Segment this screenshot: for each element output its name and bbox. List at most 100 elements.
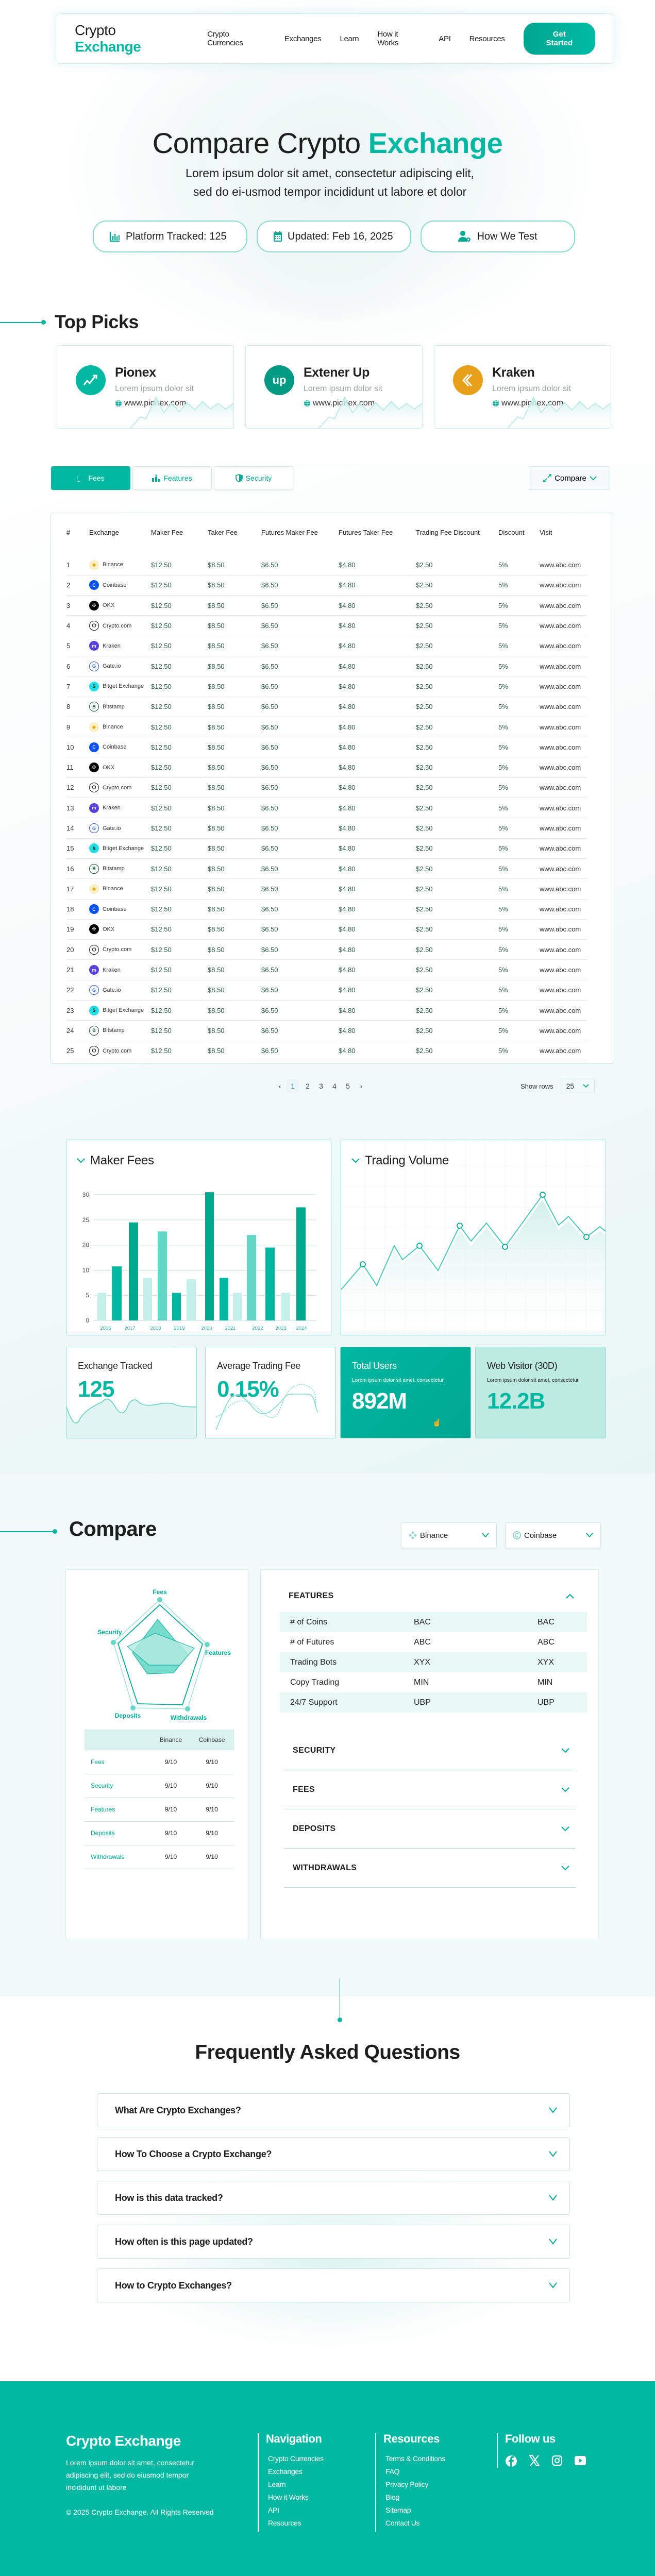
footer-link-learn[interactable]: Learn bbox=[268, 2480, 286, 2488]
tab-security[interactable]: Security bbox=[214, 466, 293, 490]
page-5-button[interactable]: 5 bbox=[346, 1082, 350, 1090]
page-3-button[interactable]: 3 bbox=[319, 1082, 323, 1090]
visit-link[interactable]: www.abc.com bbox=[540, 1000, 587, 1021]
futures-maker-fee: $6.50 bbox=[261, 575, 339, 596]
footer-link-api[interactable]: API bbox=[268, 2506, 279, 2514]
bitget-exchange-logo-icon: S bbox=[89, 681, 99, 691]
faq-item[interactable]: How often is this page updated? bbox=[97, 2225, 570, 2259]
visit-link[interactable]: www.abc.com bbox=[540, 899, 587, 920]
rows-per-page-select[interactable]: 25 bbox=[560, 1078, 595, 1094]
visit-link[interactable]: www.abc.com bbox=[540, 555, 587, 575]
accordion-fees[interactable]: FEES bbox=[284, 1770, 576, 1809]
score-value: 9/10 bbox=[152, 1821, 190, 1845]
visit-link[interactable]: www.abc.com bbox=[540, 959, 587, 980]
faq-item[interactable]: How To Choose a Crypto Exchange? bbox=[97, 2137, 570, 2171]
footer-link-sitemap[interactable]: Sitemap bbox=[385, 2506, 411, 2514]
footer-link-crypto-currencies[interactable]: Crypto Currencies bbox=[268, 2454, 324, 2463]
trading-fee-discount: $2.50 bbox=[416, 798, 498, 819]
futures-maker-fee: $6.50 bbox=[261, 858, 339, 879]
nav-link-learn[interactable]: Learn bbox=[340, 34, 359, 43]
youtube-icon[interactable] bbox=[574, 2454, 586, 2467]
visit-link[interactable]: www.abc.com bbox=[540, 798, 587, 819]
taker-fee: $8.50 bbox=[208, 1041, 261, 1061]
exchange-a-select[interactable]: Binance bbox=[401, 1522, 497, 1548]
instagram-icon[interactable] bbox=[551, 2454, 563, 2467]
maker-fees-title[interactable]: Maker Fees bbox=[77, 1154, 154, 1168]
faq-item[interactable]: What Are Crypto Exchanges? bbox=[97, 2093, 570, 2127]
visit-link[interactable]: www.abc.com bbox=[540, 818, 587, 839]
page-1-button[interactable]: 1 bbox=[287, 1079, 299, 1093]
visit-link[interactable]: www.abc.com bbox=[540, 697, 587, 717]
footer-logo[interactable]: Crypto Exchange bbox=[66, 2433, 181, 2449]
get-started-button[interactable]: Get Started bbox=[523, 23, 595, 55]
fees-table: # Exchange Maker Fee Taker Fee Futures M… bbox=[66, 522, 587, 1061]
visit-link[interactable]: www.abc.com bbox=[540, 575, 587, 596]
compare-dropdown-button[interactable]: Compare bbox=[530, 466, 610, 490]
visit-link[interactable]: www.abc.com bbox=[540, 1041, 587, 1061]
exchange-b-select[interactable]: Coinbase bbox=[505, 1522, 601, 1548]
tab-features[interactable]: Features bbox=[132, 466, 212, 490]
visit-link[interactable]: www.abc.com bbox=[540, 939, 587, 960]
features-accordion-header[interactable]: FEATURES bbox=[280, 1591, 579, 1601]
nav-link-crypto-currencies[interactable]: Crypto Currencies bbox=[207, 30, 243, 47]
taker-fee: $8.50 bbox=[208, 697, 261, 717]
page-4-button[interactable]: 4 bbox=[332, 1082, 337, 1090]
bitget-exchange-logo-icon: S bbox=[89, 843, 99, 854]
exchange-cell: B Bitstamp bbox=[89, 858, 151, 879]
visit-link[interactable]: www.abc.com bbox=[540, 737, 587, 758]
footer-link-faq[interactable]: FAQ bbox=[385, 2467, 400, 2476]
page-2-button[interactable]: 2 bbox=[306, 1082, 310, 1090]
svg-text:2018: 2018 bbox=[150, 1326, 161, 1331]
maker-fee: $12.50 bbox=[151, 1041, 208, 1061]
nav-link-exchanges[interactable]: Exchanges bbox=[284, 34, 322, 43]
kraken-logo-icon: m bbox=[89, 965, 99, 975]
footer-resources: Resources Terms & Conditions FAQ Privacy… bbox=[375, 2433, 445, 2532]
visit-link[interactable]: www.abc.com bbox=[540, 595, 587, 616]
score-row: Security 9/10 9/10 bbox=[85, 1774, 234, 1798]
nav-link-how-it-works[interactable]: How it Works bbox=[377, 30, 399, 47]
prev-page-button[interactable]: ‹ bbox=[278, 1082, 281, 1090]
footer-link-resources[interactable]: Resources bbox=[268, 2519, 301, 2527]
visit-link[interactable]: www.abc.com bbox=[540, 980, 587, 1001]
accordion-security[interactable]: SECURITY bbox=[284, 1731, 576, 1770]
faq-item[interactable]: How to Crypto Exchanges? bbox=[97, 2268, 570, 2302]
visit-link[interactable]: www.abc.com bbox=[540, 1020, 587, 1041]
row-number: 24 bbox=[66, 1020, 89, 1041]
chevron-down-icon bbox=[351, 1158, 360, 1163]
visit-link[interactable]: www.abc.com bbox=[540, 858, 587, 879]
logo[interactable]: Crypto Exchange bbox=[75, 22, 141, 55]
footer-link-exchanges[interactable]: Exchanges bbox=[268, 2467, 303, 2476]
footer-link-terms[interactable]: Terms & Conditions bbox=[385, 2454, 445, 2463]
visit-link[interactable]: www.abc.com bbox=[540, 838, 587, 859]
visit-link[interactable]: www.abc.com bbox=[540, 878, 587, 900]
trading-volume-title[interactable]: Trading Volume bbox=[351, 1154, 449, 1168]
visit-link[interactable]: www.abc.com bbox=[540, 777, 587, 799]
footer-link-contact[interactable]: Contact Us bbox=[385, 2519, 420, 2527]
how-we-test-button[interactable]: How We Test bbox=[421, 221, 575, 252]
nav-link-api[interactable]: API bbox=[439, 34, 451, 43]
visit-link[interactable]: www.abc.com bbox=[540, 919, 587, 940]
accordion-deposits[interactable]: DEPOSITS bbox=[284, 1809, 576, 1849]
footer-link-how-it-works[interactable]: How it Works bbox=[268, 2493, 309, 2501]
nav-link-resources[interactable]: Resources bbox=[469, 34, 505, 43]
faq-item[interactable]: How is this data tracked? bbox=[97, 2181, 570, 2215]
visit-link[interactable]: www.abc.com bbox=[540, 717, 587, 738]
exchange-cell: ⬡ Crypto.com bbox=[89, 939, 151, 960]
footer-link-blog[interactable]: Blog bbox=[385, 2493, 399, 2501]
facebook-icon[interactable] bbox=[505, 2454, 517, 2468]
visit-link[interactable]: www.abc.com bbox=[540, 656, 587, 677]
next-page-button[interactable]: › bbox=[360, 1082, 363, 1090]
tab-fees[interactable]: $ Fees bbox=[51, 466, 130, 490]
visit-link[interactable]: www.abc.com bbox=[540, 636, 587, 656]
visit-link[interactable]: www.abc.com bbox=[540, 676, 587, 697]
footer-link-privacy[interactable]: Privacy Policy bbox=[385, 2480, 428, 2488]
visit-link[interactable]: www.abc.com bbox=[540, 615, 587, 636]
visit-link[interactable]: www.abc.com bbox=[540, 757, 587, 778]
x-icon[interactable] bbox=[529, 2454, 540, 2467]
pionex-logo-icon bbox=[76, 365, 106, 395]
futures-taker-fee: $4.80 bbox=[339, 575, 416, 596]
accordion-withdrawals[interactable]: WITHDRAWALS bbox=[284, 1849, 576, 1888]
